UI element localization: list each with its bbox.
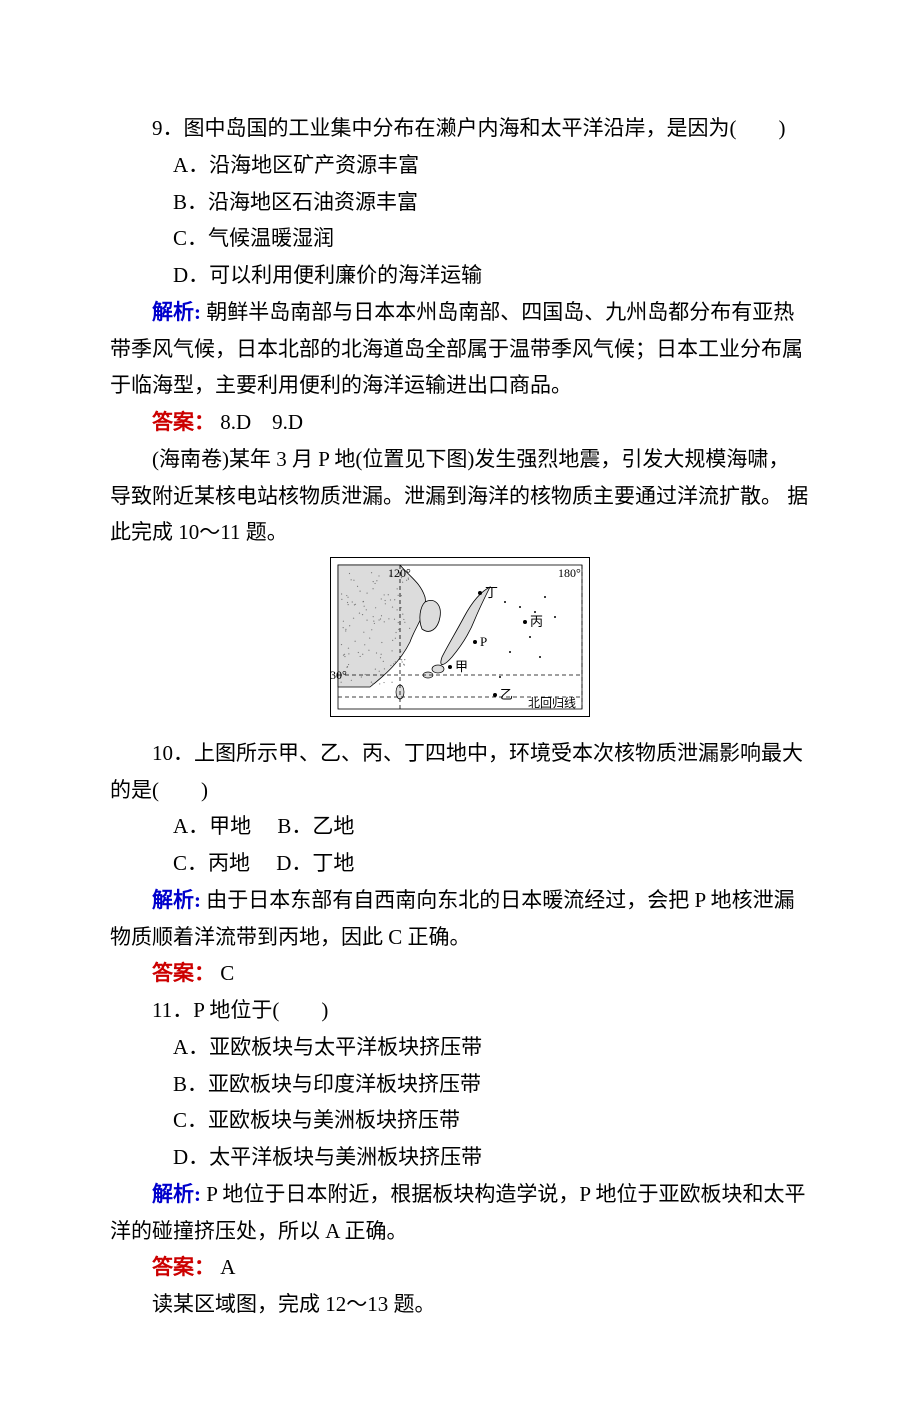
q10-option-b: B．乙地 (277, 814, 354, 838)
analysis-text: 由于日本东部有自西南向东北的日本暖流经过，会把 P 地核泄漏物质顺着洋流带到丙地… (110, 888, 795, 949)
q10-answer: 答案： C (110, 955, 810, 992)
analysis-label: 解析: (152, 888, 201, 912)
q8-9-answer: 答案： 8.D 9.D (110, 404, 810, 441)
answer-text: A (220, 1255, 235, 1279)
svg-text:120°: 120° (388, 566, 411, 580)
answer-text: 8.D 9.D (220, 410, 303, 434)
answer-text: C (220, 961, 234, 985)
svg-text:北回归线: 北回归线 (528, 696, 576, 710)
q9-option-c: C．气候温暖湿润 (110, 220, 810, 257)
analysis-text: 朝鲜半岛南部与日本本州岛南部、四国岛、九州岛都分布有亚热带季风气候，日本北部的北… (110, 300, 803, 398)
q11-stem: 11．P 地位于( ) (110, 992, 810, 1029)
q9-stem: 9．图中岛国的工业集中分布在濑户内海和太平洋沿岸，是因为( ) (110, 110, 810, 147)
svg-text:丙: 丙 (530, 614, 543, 629)
q11-option-b: B．亚欧板块与印度洋板块挤压带 (110, 1066, 810, 1103)
analysis-label: 解析: (152, 1182, 201, 1206)
q11-analysis: 解析: P 地位于日本附近，根据板块构造学说，P 地位于亚欧板块和太平洋的碰撞挤… (110, 1176, 810, 1250)
answer-label: 答案： (152, 961, 215, 985)
q10-options-cd: C．丙地 D．丁地 (110, 845, 810, 882)
analysis-text: P 地位于日本附近，根据板块构造学说，P 地位于亚欧板块和太平洋的碰撞挤压处，所… (110, 1182, 806, 1243)
document-page: 9．图中岛国的工业集中分布在濑户内海和太平洋沿岸，是因为( ) A．沿海地区矿产… (0, 0, 920, 1403)
q10-options-ab: A．甲地 B．乙地 (110, 808, 810, 845)
svg-text:30°: 30° (330, 668, 347, 682)
map-figure: 120° 180° 30° 北回归线 丁丙 P甲乙 (110, 557, 810, 729)
passage-1a: (海南卷)某年 3 月 P 地(位置见下图)发生强烈地震，引发大规模海啸，导致附… (110, 447, 789, 508)
q10-analysis: 解析: 由于日本东部有自西南向东北的日本暖流经过，会把 P 地核泄漏物质顺着洋流… (110, 882, 810, 956)
q11-answer: 答案： A (110, 1249, 810, 1286)
svg-text:180°: 180° (558, 566, 581, 580)
answer-label: 答案： (152, 410, 215, 434)
q10-option-c: C．丙地 (173, 851, 250, 875)
q9-analysis: 解析: 朝鲜半岛南部与日本本州岛南部、四国岛、九州岛都分布有亚热带季风气候，日本… (110, 294, 810, 404)
q9-option-a: A．沿海地区矿产资源丰富 (110, 147, 810, 184)
q10-stem: 10．上图所示甲、乙、丙、丁四地中，环境受本次核物质泄漏影响最大的是( ) (110, 735, 810, 809)
q11-option-c: C．亚欧板块与美洲板块挤压带 (110, 1102, 810, 1139)
answer-label: 答案： (152, 1255, 215, 1279)
map-svg: 120° 180° 30° 北回归线 丁丙 P甲乙 (330, 557, 590, 717)
q11-option-d: D．太平洋板块与美洲板块挤压带 (110, 1139, 810, 1176)
q10-option-a: A．甲地 (173, 814, 251, 838)
svg-text:甲: 甲 (455, 659, 468, 674)
analysis-label: 解析: (152, 300, 201, 324)
svg-text:丁: 丁 (485, 585, 498, 600)
q9-option-b: B．沿海地区石油资源丰富 (110, 184, 810, 221)
passage-1: (海南卷)某年 3 月 P 地(位置见下图)发生强烈地震，引发大规模海啸，导致附… (110, 441, 810, 551)
q10-option-d: D．丁地 (276, 851, 354, 875)
q9-option-d: D．可以利用便利廉价的海洋运输 (110, 257, 810, 294)
q11-option-a: A．亚欧板块与太平洋板块挤压带 (110, 1029, 810, 1066)
svg-text:乙: 乙 (500, 687, 513, 702)
passage-2: 读某区域图，完成 12～13 题。 (110, 1286, 810, 1323)
svg-text:P: P (480, 634, 487, 649)
